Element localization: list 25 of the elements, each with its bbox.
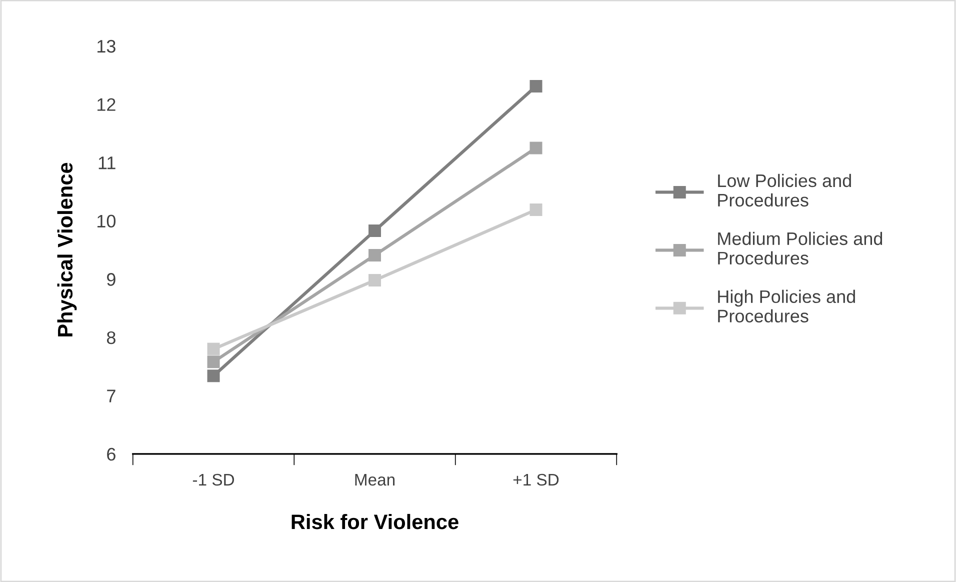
y-tick-label: 8	[106, 331, 116, 344]
y-tick-label: 13	[98, 40, 116, 53]
y-tick-label: 10	[98, 214, 116, 228]
y-tick-label: 7	[107, 390, 116, 402]
point	[530, 142, 542, 154]
point	[207, 370, 220, 382]
legend-label: Low Policies and Procedures	[718, 174, 851, 207]
x-tick-label: +1 SD	[513, 474, 559, 486]
point	[368, 274, 381, 287]
x-axis-title: Risk for Violence	[292, 514, 458, 530]
y-tick-label: 12	[98, 98, 116, 111]
point	[207, 356, 220, 368]
legend-label: High Policies and Procedures	[718, 290, 855, 322]
point	[530, 204, 542, 216]
point	[368, 224, 381, 237]
y-tick-label: 11	[98, 156, 116, 170]
x-tick-label: Mean	[355, 474, 395, 486]
y-axis-title: Physical Violence	[57, 162, 77, 336]
point	[207, 342, 220, 356]
point	[368, 248, 381, 262]
point	[530, 80, 542, 92]
legend-label: Medium Policies and Procedures	[718, 232, 882, 265]
y-tick-label: 9	[107, 273, 116, 286]
y-tick-label: 6	[107, 448, 116, 461]
x-tick-label: -1 SD	[192, 474, 234, 486]
